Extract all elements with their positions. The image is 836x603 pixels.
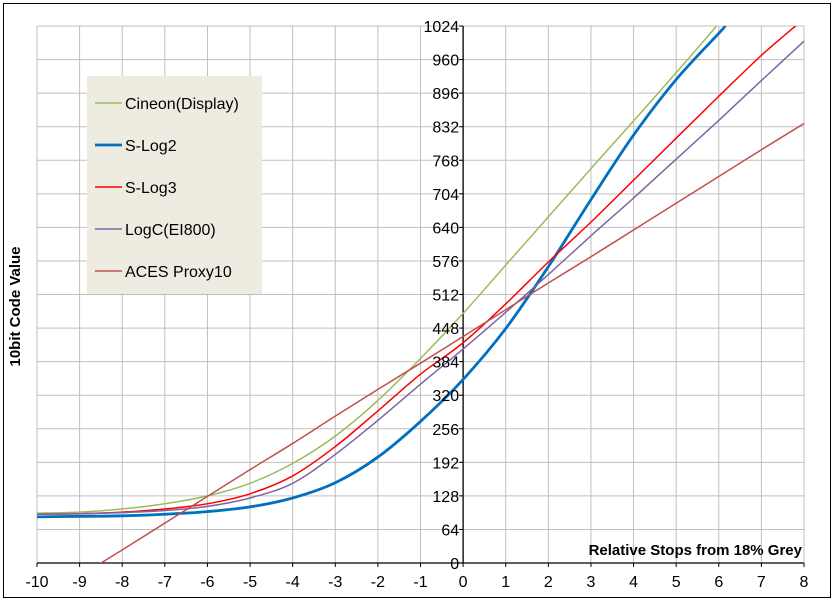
- x-tick-label: -7: [158, 574, 172, 591]
- series-line-4: [100, 122, 804, 563]
- x-tick-label: -2: [371, 574, 385, 591]
- y-tick-label: 960: [432, 53, 459, 70]
- x-axis-label: Relative Stops from 18% Grey: [589, 542, 803, 559]
- legend-entry: S-Log3: [125, 180, 177, 197]
- series-line-0: [37, 26, 718, 514]
- x-tick-label: 2: [544, 574, 553, 591]
- y-tick-labels: 0 64 128 192 256 320 384 448 512 576 640 704 768 832 8…: [424, 19, 460, 573]
- series-lines: [37, 26, 804, 563]
- x-tick-label: -6: [200, 574, 214, 591]
- y-tick-label: 0: [450, 556, 459, 573]
- legend: Cineon(Display) S-Log2 S-Log3 LogC(EI800) AC…: [87, 76, 262, 294]
- y-tick-label: 896: [432, 86, 459, 103]
- series-line-1: [37, 26, 727, 519]
- y-tick-label: 832: [432, 120, 459, 137]
- x-tick-label: 5: [672, 574, 681, 591]
- axes: [36, 25, 805, 567]
- y-tick-label: 192: [432, 455, 459, 472]
- y-tick-label: 1024: [424, 19, 460, 36]
- y-tick-label: 384: [432, 355, 459, 372]
- x-tick-label: -9: [72, 574, 86, 591]
- x-tick-label: -8: [115, 574, 129, 591]
- legend-entry: LogC(EI800): [125, 222, 216, 239]
- legend-entry: Cineon(Display): [125, 96, 239, 113]
- line-chart: 0641281922563203844485125766407047688328…: [7, 19, 809, 591]
- y-tick-label: 128: [432, 489, 459, 506]
- y-tick-label: 512: [432, 288, 459, 305]
- legend-entry: S-Log2: [125, 138, 177, 155]
- x-tick-label: -5: [243, 574, 257, 591]
- x-tick-label: 7: [757, 574, 766, 591]
- x-tick-label: -4: [286, 574, 300, 591]
- legend-entry: ACES Proxy10: [125, 264, 232, 281]
- x-tick-label: 1: [501, 574, 510, 591]
- x-tick-label: -3: [328, 574, 342, 591]
- x-tick-label: -10: [25, 574, 48, 591]
- y-axis-label: 10bit Code Value: [7, 246, 24, 366]
- x-tick-label: 0: [459, 574, 468, 591]
- y-tick-label: 64: [441, 522, 459, 539]
- y-tick-label: 320: [432, 388, 459, 405]
- x-tick-labels: -10 -9 -8 -7 -6 -5 -4 -3 -2 -1 0 1 2 3 4 5 6 7 8: [25, 574, 808, 591]
- series-line-3: [37, 40, 804, 515]
- legend-box: [87, 76, 262, 294]
- y-tick-label: 256: [432, 422, 459, 439]
- x-tick-label: 3: [586, 574, 595, 591]
- y-tick-label: 640: [432, 220, 459, 237]
- x-tick-label: 8: [800, 574, 809, 591]
- series-line-2: [37, 26, 797, 515]
- x-tick-label: 6: [714, 574, 723, 591]
- x-tick-label: 4: [629, 574, 638, 591]
- y-tick-label: 768: [432, 153, 459, 170]
- x-tick-label: -1: [413, 574, 427, 591]
- chart-frame: 0 64 128 192 256 320 384 448 512 576 640 704 768 832 8…: [3, 3, 831, 598]
- y-tick-label: 576: [432, 254, 459, 271]
- y-tick-label: 448: [432, 321, 459, 338]
- y-tick-label: 704: [432, 187, 459, 204]
